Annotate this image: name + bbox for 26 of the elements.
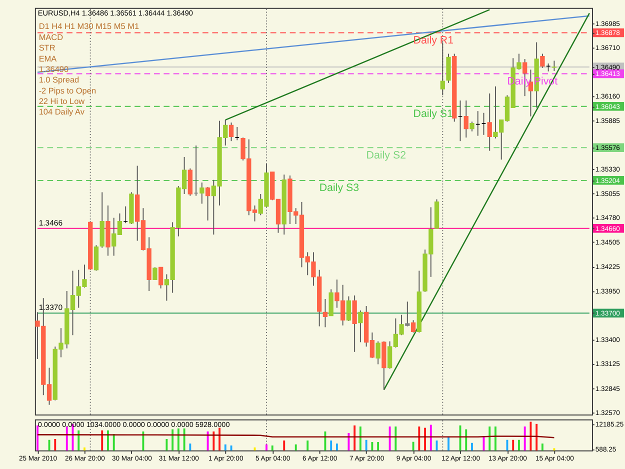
candlestick — [552, 60, 557, 72]
annotation: Daily S2 — [366, 149, 406, 162]
candlestick — [94, 244, 99, 272]
candlestick — [464, 100, 468, 138]
candlestick — [376, 340, 380, 365]
candlestick — [188, 168, 193, 196]
candlestick — [440, 42, 445, 96]
candlestick — [487, 92, 492, 152]
candlestick — [228, 122, 234, 142]
candlestick — [322, 298, 328, 328]
candlestick — [328, 288, 334, 316]
candlestick — [405, 301, 410, 327]
candlestick — [352, 294, 357, 352]
candlestick — [200, 182, 204, 204]
candlestick — [158, 266, 164, 289]
candlestick — [358, 310, 363, 343]
candlestick — [470, 121, 474, 132]
candlestick — [540, 53, 545, 68]
annotation: Daily R1 — [413, 34, 454, 46]
candlestick — [346, 296, 352, 322]
candlestick — [410, 320, 416, 333]
candlestick — [152, 266, 158, 280]
annotation: Daily S3 — [319, 182, 360, 194]
candlestick — [446, 53, 451, 84]
ref-line-label: 1.3466 — [38, 218, 63, 228]
candlestick — [205, 186, 210, 221]
